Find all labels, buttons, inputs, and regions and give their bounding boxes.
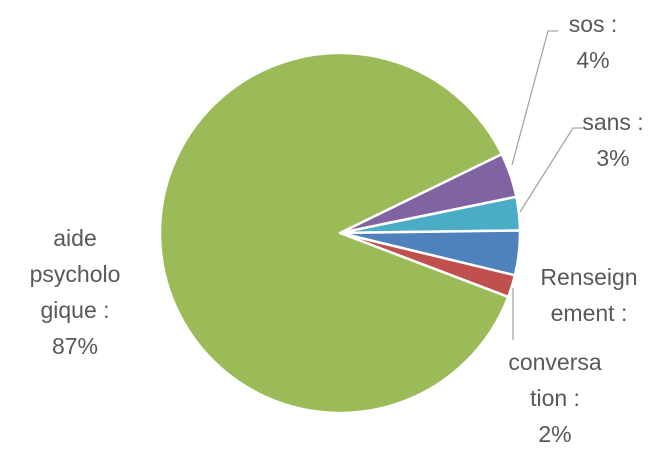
leader-line-sos bbox=[511, 30, 558, 166]
leader-line-sans bbox=[519, 127, 583, 213]
data-label-aide-psychologique: aide psycholo gique : 87% bbox=[29, 225, 121, 359]
pie-slices bbox=[158, 51, 522, 415]
data-label-renseignement: Renseign ement : bbox=[540, 264, 638, 326]
data-label-sans: sans : 3% bbox=[582, 109, 644, 171]
data-label-sos: sos : 4% bbox=[568, 11, 618, 73]
leader-lines bbox=[511, 30, 583, 340]
pie-slice-aide-psychologique bbox=[158, 51, 510, 415]
data-label-conversation: conversa tion : 2% bbox=[508, 349, 602, 447]
